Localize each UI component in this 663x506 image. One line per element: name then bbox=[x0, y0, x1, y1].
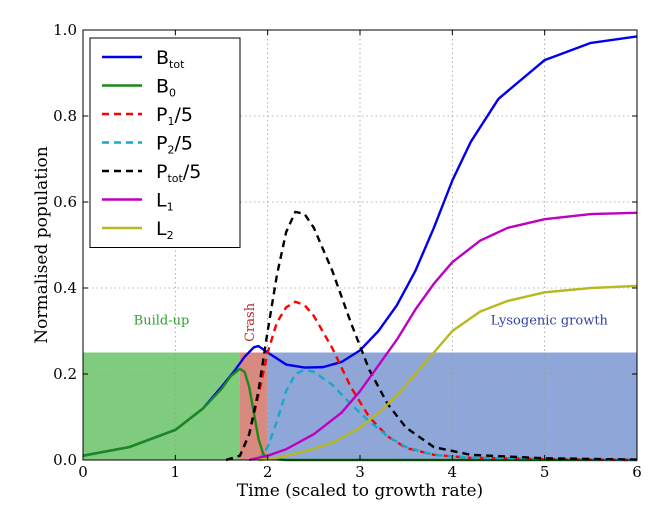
legend-series-name: L bbox=[156, 190, 167, 212]
x-tick-label: 5 bbox=[540, 463, 550, 481]
legend-entry-label: P1/5 bbox=[156, 104, 193, 128]
x-tick-label: 4 bbox=[448, 463, 458, 481]
region-labels: Build-up Crash Lysogenic growth bbox=[134, 302, 609, 342]
series-lines bbox=[82, 35, 638, 462]
legend-series-subscript: tot bbox=[167, 172, 183, 185]
y-axis-label: Normalised population bbox=[32, 146, 52, 343]
legend-series-subscript: 0 bbox=[169, 87, 176, 100]
axis-ticks: 0 1 2 3 4 5 6 0.0 0.2 0.4 0.6 0.8 1.0 bbox=[53, 21, 642, 481]
legend-series-subscript: 2 bbox=[167, 229, 174, 242]
legend-entry-label: Ptot/5 bbox=[156, 161, 201, 185]
legend-series-subscript: tot bbox=[169, 58, 185, 71]
region-3 bbox=[267, 352, 637, 460]
x-tick-label: 1 bbox=[171, 463, 181, 481]
legend-series-suffix: /5 bbox=[174, 104, 193, 126]
series-line-ptot-over5 bbox=[225, 210, 638, 462]
y-tick-label: 0.2 bbox=[53, 365, 77, 383]
legend-series-suffix: /5 bbox=[174, 133, 193, 155]
legend-series-subscript: 2 bbox=[167, 144, 174, 157]
region-1 bbox=[83, 352, 240, 460]
legend-entry-label: B0 bbox=[156, 76, 176, 100]
x-axis-label: Time (scaled to growth rate) bbox=[237, 481, 483, 501]
y-tick-label: 0.4 bbox=[53, 279, 77, 297]
series-line-btot bbox=[82, 35, 638, 457]
legend-series-name: B bbox=[156, 76, 169, 98]
region-label-2: Crash bbox=[243, 302, 258, 342]
series-line-l1 bbox=[248, 211, 638, 462]
x-tick-label: 6 bbox=[632, 463, 642, 481]
legend-series-name: P bbox=[156, 161, 167, 183]
legend-series-name: P bbox=[156, 104, 167, 126]
legend-entry-label: P2/5 bbox=[156, 133, 193, 157]
x-tick-label: 2 bbox=[263, 463, 273, 481]
legend-series-name: P bbox=[156, 133, 167, 155]
x-tick-label: 3 bbox=[355, 463, 365, 481]
legend-entry-label: Btot bbox=[156, 47, 185, 71]
y-tick-label: 0.6 bbox=[53, 193, 77, 211]
region-label-1: Build-up bbox=[134, 314, 190, 329]
legend-entry-label: L1 bbox=[156, 190, 174, 214]
legend-entry-label: L2 bbox=[156, 218, 174, 242]
y-tick-label: 0.8 bbox=[53, 107, 77, 125]
y-tick-label: 1.0 bbox=[53, 21, 77, 39]
legend-series-subscript: 1 bbox=[167, 201, 174, 214]
region-label-3: Lysogenic growth bbox=[491, 314, 609, 329]
legend-series-subscript: 1 bbox=[167, 115, 174, 128]
y-tick-label: 0.0 bbox=[53, 451, 77, 469]
series-line-l2 bbox=[258, 284, 638, 462]
x-tick-label: 0 bbox=[78, 463, 88, 481]
region-shading bbox=[83, 352, 637, 460]
legend-series-name: L bbox=[156, 218, 167, 240]
legend-series-suffix: /5 bbox=[183, 161, 202, 183]
legend-series-name: B bbox=[156, 47, 169, 69]
